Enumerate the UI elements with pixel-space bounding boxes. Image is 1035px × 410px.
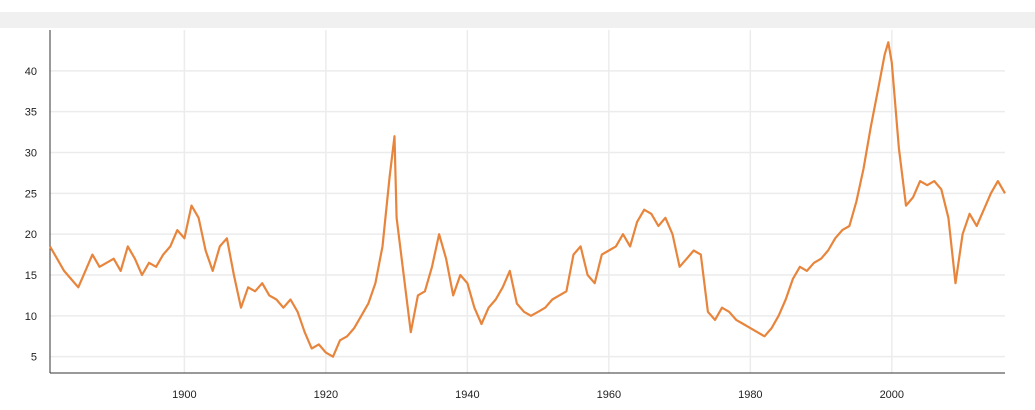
y-tick-label: 25 (25, 188, 37, 200)
x-tick-label: 2000 (880, 389, 904, 401)
x-tick-label: 1920 (314, 389, 338, 401)
y-tick-label: 15 (25, 270, 37, 282)
x-tick-label: 1900 (172, 389, 196, 401)
series-line (49, 41, 1006, 358)
y-tick-label: 5 (31, 352, 37, 364)
x-tick-label: 1940 (455, 389, 479, 401)
x-axis-ticks: 1900 1920 1940 1960 1980 2000 (172, 389, 904, 401)
y-tick-label: 35 (25, 107, 37, 119)
y-axis-ticks: 5 10 15 20 25 30 35 40 (25, 66, 37, 364)
top-toolbar-strip (0, 12, 1035, 28)
y-tick-label: 20 (25, 229, 37, 241)
grid-lines (50, 30, 1005, 373)
y-tick-label: 30 (25, 148, 37, 160)
y-tick-label: 40 (25, 66, 37, 78)
y-tick-label: 10 (25, 311, 37, 323)
x-tick-label: 1960 (597, 389, 621, 401)
x-tick-label: 1980 (738, 389, 762, 401)
